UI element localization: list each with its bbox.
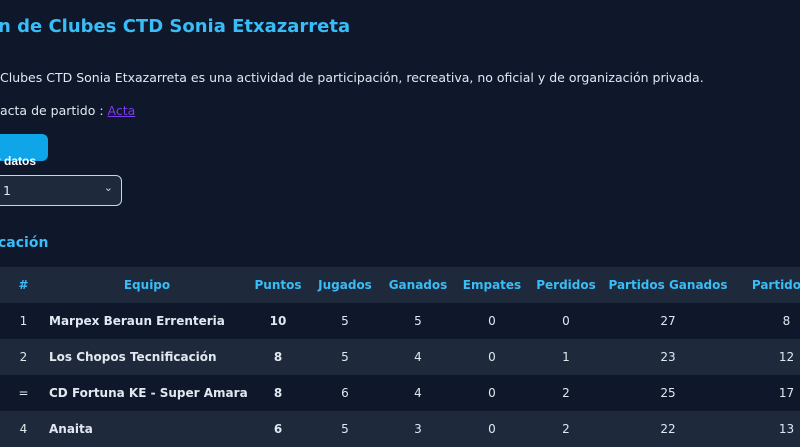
team-name: Los Chopos Tecnificación: [47, 339, 247, 375]
button-label: ar datos: [0, 153, 36, 168]
table-cell: 17: [733, 375, 800, 411]
table-cell: 23: [603, 339, 733, 375]
column-header[interactable]: Empates: [455, 267, 529, 303]
section-title: cación: [0, 235, 49, 251]
column-header[interactable]: Perdidos: [529, 267, 603, 303]
table-cell: 27: [603, 303, 733, 339]
acta-link[interactable]: Acta: [107, 103, 136, 118]
table-cell: 8: [247, 375, 309, 411]
table-cell: 5: [381, 303, 455, 339]
team-name: Marpex Beraun Errenteria: [47, 303, 247, 339]
table-cell: 3: [381, 411, 455, 447]
column-header[interactable]: #: [0, 267, 47, 303]
table-cell: =: [0, 375, 47, 411]
table-cell: 8: [733, 303, 800, 339]
table-cell: 2: [0, 339, 47, 375]
table-cell: 12: [733, 339, 800, 375]
table-row: 2 Los Chopos Tecnificación 8 5 4 0 1 23 12: [0, 339, 800, 375]
table-cell: 2: [529, 375, 603, 411]
select-value: 1: [3, 183, 11, 198]
standings-table: # Equipo Puntos Jugados Ganados Empates Perdid…: [0, 267, 800, 447]
column-header[interactable]: Partidos Ganados: [603, 267, 733, 303]
table-cell: 25: [603, 375, 733, 411]
table-cell: 5: [309, 339, 381, 375]
table-cell: 8: [247, 339, 309, 375]
team-name: Anaita: [47, 411, 247, 447]
table-cell: 0: [455, 411, 529, 447]
table-cell: 4: [381, 339, 455, 375]
table-row: 1 Marpex Beraun Errenteria 10 5 5 0 0 27 8: [0, 303, 800, 339]
table-cell: 10: [247, 303, 309, 339]
table-cell: 5: [309, 303, 381, 339]
jornada-select[interactable]: 1 ⌄: [0, 175, 122, 206]
table-cell: 13: [733, 411, 800, 447]
table-cell: 2: [529, 411, 603, 447]
table-cell: 1: [0, 303, 47, 339]
column-header[interactable]: Partidos P: [733, 267, 800, 303]
table-row: 4 Anaita 6 5 3 0 2 22 13: [0, 411, 800, 447]
page-title: n de Clubes CTD Sonia Etxazarreta: [0, 16, 351, 37]
table-cell: 0: [455, 303, 529, 339]
column-header[interactable]: Ganados: [381, 267, 455, 303]
table-cell: 22: [603, 411, 733, 447]
table-row: = CD Fortuna KE - Super Amara 8 6 4 0 2 25 17: [0, 375, 800, 411]
description: Clubes CTD Sonia Etxazarreta es una acti…: [0, 70, 704, 85]
load-data-button[interactable]: ar datos: [0, 134, 48, 168]
table-header: # Equipo Puntos Jugados Ganados Empates Perdid…: [0, 267, 800, 303]
table-cell: 6: [247, 411, 309, 447]
table-cell: 1: [529, 339, 603, 375]
table-cell: 6: [309, 375, 381, 411]
column-header[interactable]: Jugados: [309, 267, 381, 303]
acta-label: acta de partido :: [0, 103, 108, 118]
column-header[interactable]: Equipo: [47, 267, 247, 303]
chevron-down-icon: ⌄: [103, 181, 113, 194]
acta-line: acta de partido : Acta: [0, 103, 135, 118]
table-cell: 5: [309, 411, 381, 447]
table-cell: 0: [455, 339, 529, 375]
column-header[interactable]: Puntos: [247, 267, 309, 303]
table-cell: 4: [381, 375, 455, 411]
table-cell: 0: [529, 303, 603, 339]
team-name: CD Fortuna KE - Super Amara: [47, 375, 248, 411]
table-cell: 0: [455, 375, 529, 411]
table-cell: 4: [0, 411, 47, 447]
